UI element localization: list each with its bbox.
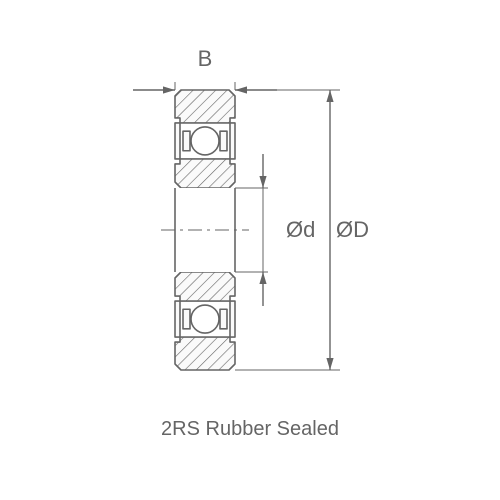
dimension-label-D: ØD [336, 217, 369, 242]
dimension-label-B: B [198, 46, 213, 71]
bearing-diagram: B ØD Ød 2RS Rubber Sealed [0, 0, 500, 500]
diagram-caption: 2RS Rubber Sealed [0, 418, 500, 441]
dimension-label-d: Ød [286, 217, 315, 242]
